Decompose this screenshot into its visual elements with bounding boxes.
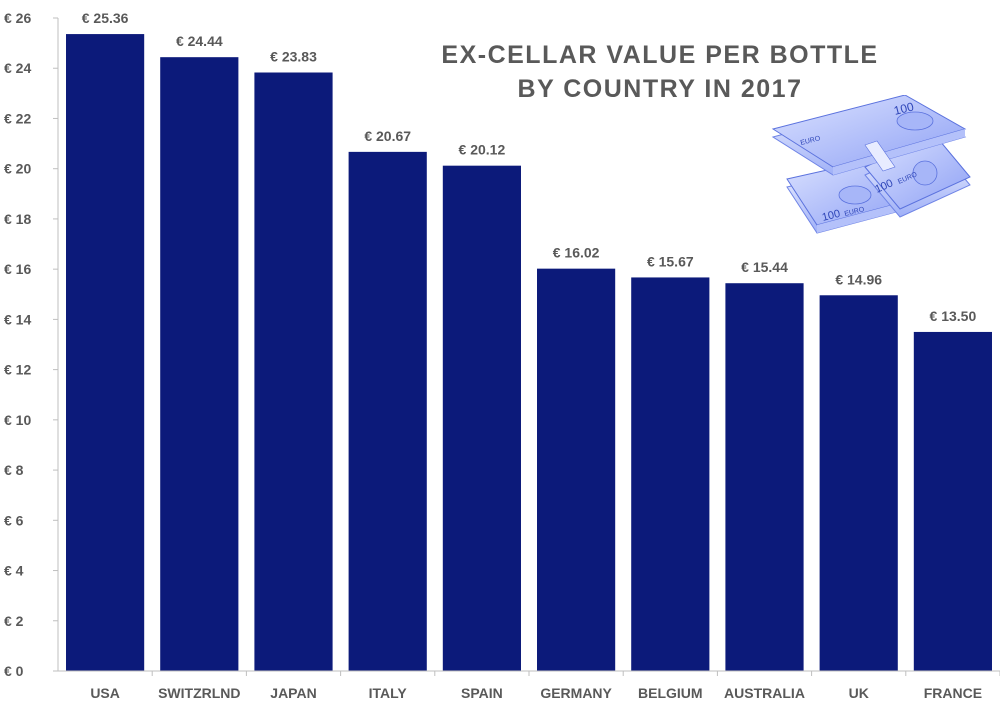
x-tick-label: UK — [849, 685, 869, 701]
y-axis: € 0 € 2 € 4 € 6 € 8 € 10 € 12 € 14 € 16 € 18 € 20 €… — [4, 10, 59, 679]
bar — [348, 151, 427, 672]
bar — [819, 295, 898, 671]
banknote-stack-top: 100 EURO — [771, 95, 967, 176]
chart-title-line-2: BY COUNTRY IN 2017 — [517, 75, 803, 103]
bar — [537, 268, 616, 671]
y-tick-label: € 20 — [4, 161, 31, 177]
data-label: € 13.50 — [930, 308, 977, 324]
bar — [66, 34, 145, 671]
banknote-top-value: 100 — [892, 99, 915, 118]
bar — [442, 165, 521, 671]
bar — [725, 283, 804, 671]
y-tick-label: € 0 — [4, 663, 24, 679]
bar — [254, 72, 333, 672]
x-axis: USA SWITZRLND JAPAN ITALY SPAIN GERMANY BELGIU… — [58, 670, 1000, 701]
x-tick-label: FRANCE — [924, 685, 982, 701]
y-tick-label: € 16 — [4, 261, 31, 277]
banknote-top-currency: EURO — [800, 135, 822, 147]
data-label: € 16.02 — [553, 245, 600, 261]
chart-title: EX-CELLAR VALUE PER BOTTLE BY COUNTRY IN… — [440, 38, 880, 106]
y-tick-label: € 14 — [4, 311, 31, 327]
data-label: € 20.12 — [459, 142, 506, 158]
bar-series — [66, 34, 992, 672]
x-tick-label: JAPAN — [270, 685, 316, 701]
y-tick-label: € 2 — [4, 613, 24, 629]
x-tick-label: ITALY — [369, 685, 408, 701]
x-tick-label: SWITZRLND — [158, 685, 240, 701]
data-label: € 24.44 — [176, 33, 223, 49]
data-label: € 14.96 — [835, 271, 882, 287]
y-tick-label: € 18 — [4, 211, 31, 227]
y-tick-label: € 24 — [4, 60, 31, 76]
bar — [160, 57, 239, 672]
data-label: € 20.67 — [364, 128, 411, 144]
y-tick-label: € 26 — [4, 10, 31, 26]
data-label: € 15.44 — [741, 259, 788, 275]
bar — [631, 277, 710, 671]
x-tick-label: BELGIUM — [638, 685, 703, 701]
y-tick-label: € 22 — [4, 110, 31, 126]
x-tick-label: AUSTRALIA — [724, 685, 805, 701]
y-tick-label: € 4 — [4, 563, 24, 579]
y-tick-label: € 6 — [4, 512, 24, 528]
x-tick-label: USA — [90, 685, 120, 701]
y-tick-label: € 10 — [4, 412, 31, 428]
x-tick-label: GERMANY — [540, 685, 612, 701]
data-label: € 25.36 — [82, 10, 129, 26]
data-labels: € 25.36 € 24.44 € 23.83 € 20.67 € 20.12 € 16.… — [82, 10, 977, 324]
banknote-left-currency: EURO — [844, 206, 866, 218]
data-label: € 23.83 — [270, 49, 317, 65]
y-tick-label: € 8 — [4, 462, 24, 478]
chart-title-line-1: EX-CELLAR VALUE PER BOTTLE — [441, 41, 879, 69]
y-tick-label: € 12 — [4, 362, 31, 378]
euro-banknotes-stack-icon: 100 EURO 100 EURO 100 EURO — [771, 95, 971, 234]
x-tick-label: SPAIN — [461, 685, 503, 701]
banknote-left-value: 100 — [821, 208, 842, 224]
data-label: € 15.67 — [647, 253, 694, 269]
bar — [913, 331, 992, 671]
